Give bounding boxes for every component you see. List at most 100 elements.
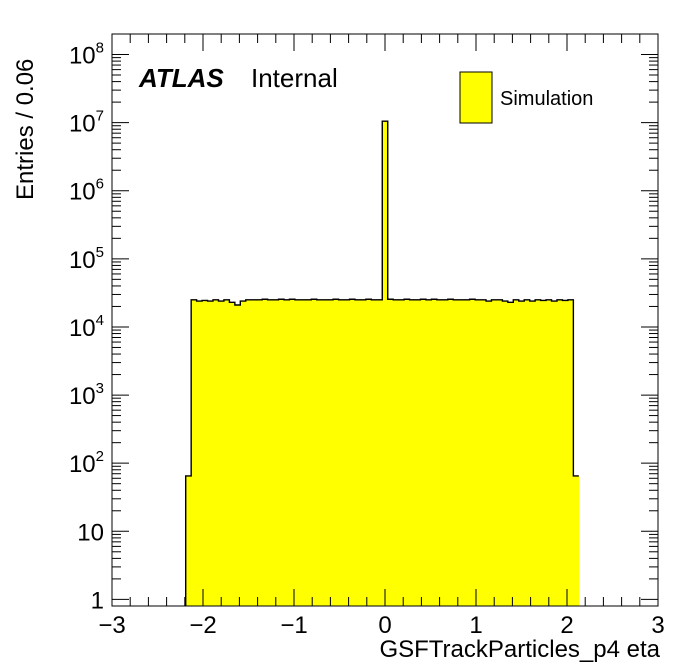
histogram-bin — [417, 299, 421, 606]
y-tick-label: 104 — [69, 312, 104, 342]
x-tick-label: 1 — [469, 612, 482, 639]
histogram-bin — [240, 301, 244, 606]
histogram-bin — [311, 299, 315, 606]
histogram-bin — [374, 299, 378, 606]
histogram-bin — [401, 299, 405, 606]
y-tick-label: 107 — [69, 108, 104, 138]
histogram-bin — [428, 299, 432, 606]
histogram-bin — [532, 301, 536, 606]
histogram-outline — [185, 120, 579, 606]
y-tick-label: 108 — [69, 40, 104, 70]
x-tick-label: −3 — [98, 612, 125, 639]
histogram-bin — [461, 299, 465, 606]
histogram-bin — [576, 475, 580, 606]
histogram-bin — [232, 302, 236, 606]
histogram-bin — [352, 299, 356, 606]
histogram-bin — [529, 301, 533, 606]
histogram-bin — [567, 299, 572, 606]
histogram-bin — [469, 299, 473, 606]
histogram-bin — [322, 299, 326, 606]
histogram-bin — [434, 299, 438, 606]
histogram-bin — [513, 299, 517, 606]
histogram-bin — [382, 121, 386, 607]
histogram-bin — [409, 299, 413, 606]
histogram-bin — [275, 299, 279, 606]
histogram-bin — [562, 300, 566, 606]
x-tick-label: 2 — [560, 612, 573, 639]
histogram-bin — [496, 299, 501, 606]
histogram-bin — [234, 305, 238, 606]
histogram-bin — [395, 299, 400, 606]
histogram-bin — [551, 301, 555, 606]
histogram-bin — [483, 299, 487, 606]
histogram-bin — [215, 299, 219, 606]
histogram-bin — [270, 299, 274, 606]
histogram-bin — [475, 299, 479, 606]
histogram-bin — [505, 301, 509, 606]
histogram-bin — [453, 299, 457, 606]
histogram-bin — [303, 299, 307, 606]
histogram-bin — [327, 299, 331, 606]
y-tick-label: 1 — [91, 587, 104, 614]
histogram-bin — [341, 299, 345, 606]
histogram-bin — [442, 299, 446, 606]
histogram-bin — [283, 299, 288, 606]
histogram-bars — [185, 120, 580, 607]
internal-label: Internal — [251, 63, 338, 93]
histogram-bin — [300, 299, 304, 606]
histogram-bin — [521, 301, 525, 606]
histogram-bin — [415, 299, 419, 606]
x-axis-title: GSFTrackParticles_p4 eta — [379, 636, 660, 663]
histogram-bin — [398, 299, 402, 606]
x-tick-label: −1 — [280, 612, 307, 639]
histogram-bin — [390, 299, 394, 606]
histogram-bin — [554, 301, 558, 606]
histogram-bin — [556, 299, 561, 606]
histogram-bin — [243, 301, 247, 606]
histogram-bin — [221, 301, 225, 606]
histogram-bin — [447, 299, 451, 606]
histogram-bin — [502, 301, 506, 606]
histogram-bin — [480, 299, 484, 606]
y-tick-label: 105 — [69, 244, 104, 274]
histogram-bin — [223, 299, 228, 606]
histogram-bin — [472, 299, 476, 606]
histogram-bin — [204, 300, 208, 606]
histogram-bin — [507, 302, 511, 606]
histogram-bin — [455, 299, 460, 606]
y-tick-label: 10 — [77, 519, 104, 546]
histogram-bin — [245, 299, 249, 606]
histogram-bin — [357, 299, 361, 606]
histogram-bin — [363, 299, 367, 606]
histogram-bin — [256, 299, 260, 606]
histogram-bin — [559, 299, 563, 606]
histogram-bin — [499, 299, 503, 606]
histogram-bin — [406, 299, 410, 606]
histogram-bin — [488, 301, 492, 606]
histogram-bin — [360, 299, 364, 606]
x-tick-labels: −3 −2 −1 0 1 2 3 — [98, 612, 664, 639]
histogram-bin — [548, 299, 552, 606]
histogram-bin — [349, 299, 353, 606]
histogram-bin — [516, 299, 520, 606]
histogram-bin — [524, 299, 528, 606]
histogram-bin — [267, 299, 271, 606]
y-tick-label: 102 — [69, 448, 104, 478]
histogram-bin — [316, 299, 320, 606]
y-tick-label: 103 — [69, 380, 104, 410]
histogram-bin — [218, 301, 222, 606]
histogram-bin — [477, 299, 481, 606]
histogram-bin — [210, 301, 214, 606]
y-tick-labels: 1 10 102 103 104 105 106 107 108 — [69, 40, 104, 615]
histogram-bin — [292, 299, 296, 606]
histogram-bin — [445, 299, 449, 606]
histogram-bin — [518, 301, 522, 606]
histogram-bin — [466, 299, 471, 606]
histogram-bin — [412, 299, 416, 606]
histogram-bin — [335, 299, 339, 606]
histogram-bin — [305, 299, 309, 606]
x-tick-label: 3 — [651, 612, 664, 639]
histogram-bin — [278, 299, 282, 606]
histogram-bin — [251, 299, 255, 606]
histogram-bin — [297, 299, 301, 606]
